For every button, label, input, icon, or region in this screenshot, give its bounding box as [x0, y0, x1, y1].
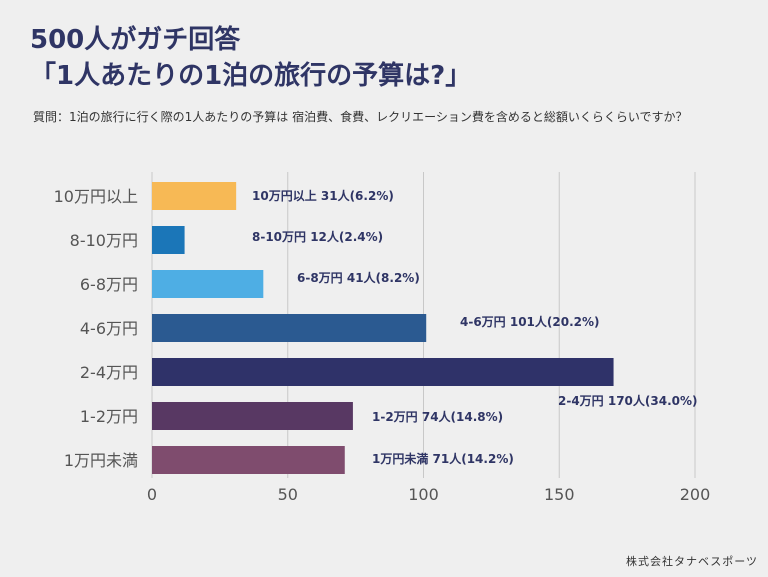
category-label-2: 6-8万円: [80, 275, 138, 294]
bar-6: [152, 446, 345, 474]
data-label-2: 6-8万円 41人(8.2%): [297, 270, 420, 285]
data-label-1: 8-10万円 12人(2.4%): [252, 229, 383, 244]
bar-1: [152, 226, 185, 254]
category-label-3: 4-6万円: [80, 319, 138, 338]
bar-3: [152, 314, 427, 342]
x-tick-label-0: 0: [147, 485, 157, 504]
category-label-5: 1-2万円: [80, 407, 138, 426]
chart-title: 500人がガチ回答 「1人あたりの1泊の旅行の予算は?」: [30, 22, 471, 94]
data-label-0: 10万円以上 31人(6.2%): [252, 188, 394, 203]
category-label-6: 1万円未満: [64, 451, 138, 470]
bar-0: [152, 182, 237, 210]
category-label-0: 10万円以上: [54, 187, 138, 206]
x-tick-label-1: 50: [278, 485, 298, 504]
bar-5: [152, 402, 353, 430]
x-tick-label-3: 150: [544, 485, 575, 504]
title-line-2: 「1人あたりの1泊の旅行の予算は?」: [30, 61, 472, 91]
title-line-1: 500人がガチ回答: [30, 25, 241, 55]
category-label-4: 2-4万円: [80, 363, 138, 382]
data-label-3: 4-6万円 101人(20.2%): [460, 314, 600, 329]
x-tick-label-2: 100: [408, 485, 439, 504]
data-label-4: 2-4万円 170人(34.0%): [558, 393, 698, 408]
data-label-6: 1万円未満 71人(14.2%): [372, 451, 514, 466]
category-label-1: 8-10万円: [70, 231, 138, 250]
question-text: 質問：1泊の旅行に行く際の1人あたりの予算は 宿泊費、食費、レクリエーション費を…: [33, 110, 688, 124]
company-credit: 株式会社タナベスポーツ: [626, 555, 758, 568]
bar-4: [152, 358, 614, 386]
x-tick-label-4: 200: [680, 485, 711, 504]
data-label-5: 1-2万円 74人(14.8%): [372, 409, 503, 424]
bar-2: [152, 270, 264, 298]
